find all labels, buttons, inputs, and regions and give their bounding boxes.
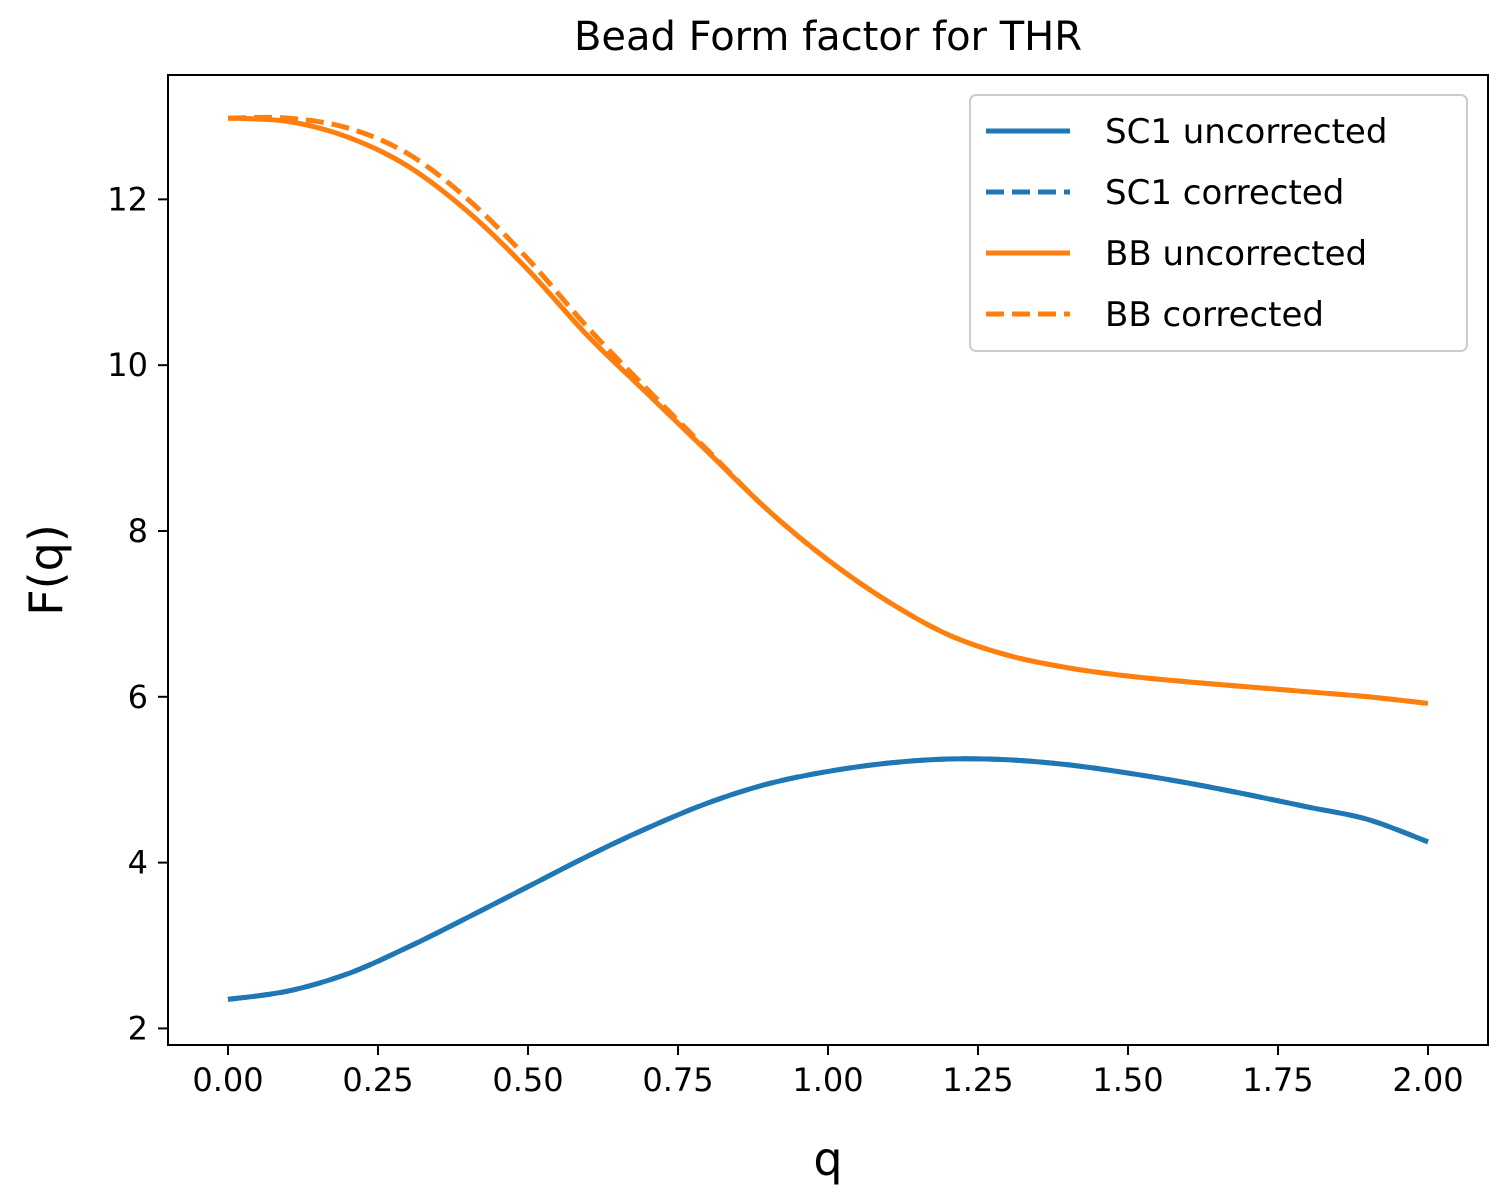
legend-box xyxy=(969,94,1468,352)
series-line-bb-corrected xyxy=(227,114,1429,706)
x-tick-label: 0.00 xyxy=(192,1061,263,1099)
y-axis-label: F(q) xyxy=(19,524,73,616)
x-tick-label: 1.25 xyxy=(942,1061,1013,1099)
x-axis-label: q xyxy=(813,1132,842,1186)
x-tick-label: 1.50 xyxy=(1092,1061,1163,1099)
y-tick-label: 10 xyxy=(107,346,148,384)
y-tick-label: 6 xyxy=(128,678,148,716)
x-tick-label: 0.50 xyxy=(492,1061,563,1099)
legend-label: BB uncorrected xyxy=(1105,234,1367,274)
legend: SC1 uncorrected SC1 corrected BB uncorrect… xyxy=(969,94,1468,352)
legend-label: SC1 uncorrected xyxy=(1105,112,1387,152)
y-tick-label: 8 xyxy=(128,512,148,550)
y-tick-label: 12 xyxy=(107,180,148,218)
y-tick-label: 2 xyxy=(128,1009,148,1047)
plot-area: 0.00 0.25 0.50 0.75 1.00 1.25 1.50 1.75 2.00 2 4 6 8… xyxy=(107,74,1489,1099)
y-tick-label: 4 xyxy=(128,844,148,882)
chart-title: Bead Form factor for THR xyxy=(574,14,1082,60)
series-line-sc1-corrected xyxy=(227,756,1429,1002)
legend-label: BB corrected xyxy=(1105,295,1324,335)
x-tick-label: 1.00 xyxy=(792,1061,863,1099)
x-tick-label: 0.75 xyxy=(642,1061,713,1099)
x-tick-label: 0.25 xyxy=(342,1061,413,1099)
x-tick-label: 1.75 xyxy=(1242,1061,1313,1099)
legend-label: SC1 corrected xyxy=(1105,173,1344,213)
x-tick-label: 2.00 xyxy=(1392,1061,1463,1099)
